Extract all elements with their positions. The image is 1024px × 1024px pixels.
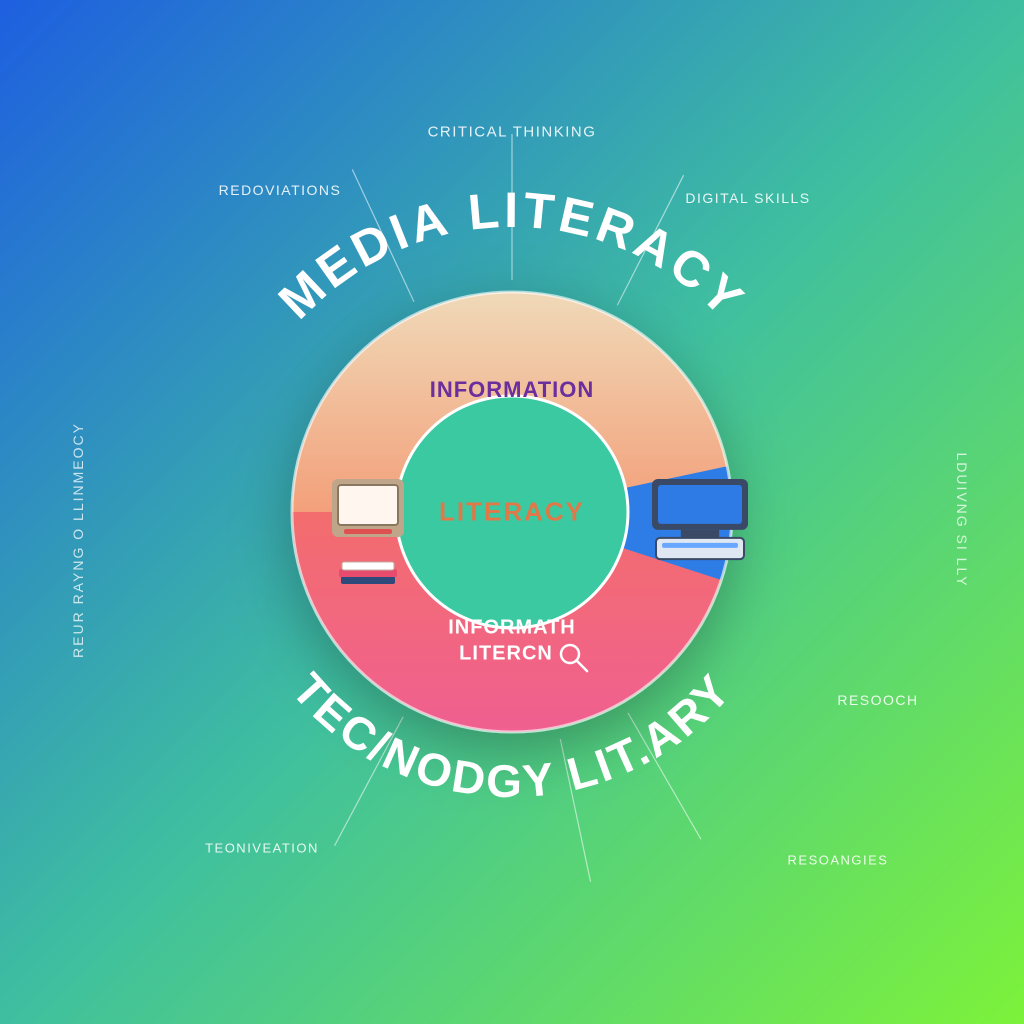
side-label-right: LDUIVNG SI LLY [954,452,970,587]
spoke-label: DIGITAL SKILLS [685,190,810,206]
spoke-label: TEONIVEATION [205,841,319,856]
ring-label-top: INFORMATION [430,377,595,403]
infographic-stage: MEDIA LITERACYTEC/NODGY LIT.ARY LITERACY… [0,0,1024,1024]
tv-icon [332,479,404,537]
center-label: LITERACY [439,497,585,528]
computer-icon [652,479,748,559]
spoke-label: REDOVIATIONS [219,182,342,198]
ring-label-bottom-2: LITERCN [459,643,553,666]
spoke-label: CRITICAL THINKING [428,124,597,141]
side-label-left: REUR RAYNG O LLINMEOCY [70,422,86,658]
spoke-label: RESOOCH [837,692,918,708]
ring-label-bottom-1: INFORMATH [448,617,576,640]
books-icon [339,562,397,584]
spoke-label: RESOANGIES [788,853,889,868]
